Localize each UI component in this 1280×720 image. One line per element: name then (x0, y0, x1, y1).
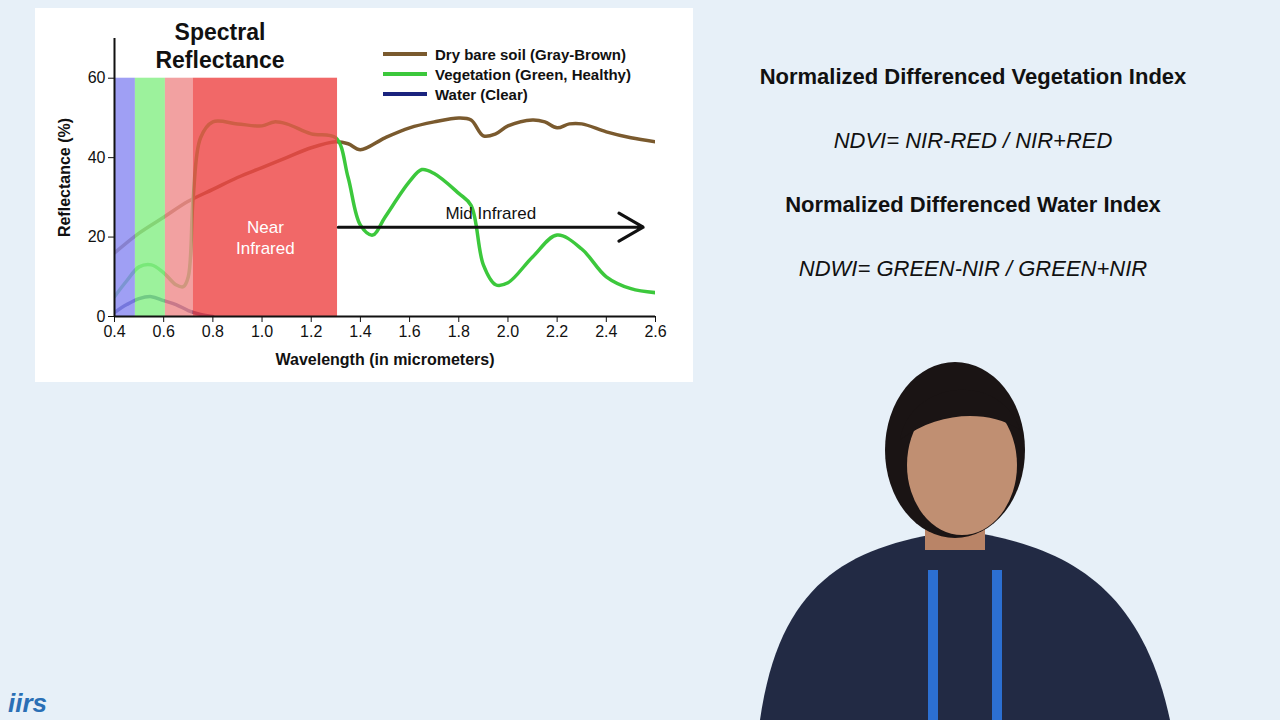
svg-text:Wavelength (in micrometers): Wavelength (in micrometers) (275, 351, 494, 368)
html-text:Spectral: Spectral (174, 19, 266, 45)
html-text:Normalized Differenced Vegetat: Normalized Differenced Vegetation Index (759, 64, 1187, 89)
svg-text:Reflectance (%): Reflectance (%) (56, 118, 73, 237)
html-text:Vegetation (Green, Healthy): Vegetation (Green, Healthy) (435, 65, 631, 83)
svg-text:1.0: 1.0 (251, 323, 273, 340)
svg-text:2.4: 2.4 (595, 323, 617, 340)
html-text:Water (Clear): Water (Clear) (435, 85, 528, 103)
svg-text:1.6: 1.6 (398, 323, 420, 340)
svg-text:0: 0 (96, 307, 106, 325)
svg-text:2.2: 2.2 (546, 323, 568, 340)
svg-text:2.6: 2.6 (644, 323, 666, 340)
html-text:NDWI= GREEN-NIR / GREEN+NIR: NDWI= GREEN-NIR / GREEN+NIR (798, 256, 1148, 281)
svg-text:0.6: 0.6 (153, 323, 175, 340)
html-text:iirs: iirs (8, 688, 47, 718)
svg-text:0.8: 0.8 (202, 323, 224, 340)
svg-text:0.4: 0.4 (103, 323, 125, 340)
svg-text:Mid Infrared: Mid Infrared (445, 204, 536, 223)
svg-text:60: 60 (88, 69, 106, 86)
svg-text:20: 20 (88, 228, 106, 245)
svg-text:1.4: 1.4 (349, 323, 371, 340)
html-text:Dry bare soil (Gray-Brown): Dry bare soil (Gray-Brown) (435, 45, 626, 63)
svg-text:1.8: 1.8 (448, 323, 470, 340)
html-text:NDVI= NIR-RED / NIR+RED: NDVI= NIR-RED / NIR+RED (833, 128, 1113, 153)
svg-text:1.2: 1.2 (300, 323, 322, 340)
svg-text:NearInfrared: NearInfrared (236, 218, 295, 257)
svg-text:2.0: 2.0 (497, 323, 519, 340)
svg-text:40: 40 (88, 149, 106, 166)
html-text:Reflectance: Reflectance (155, 47, 285, 73)
html-text:Normalized Differenced Water I: Normalized Differenced Water Index (785, 192, 1161, 217)
